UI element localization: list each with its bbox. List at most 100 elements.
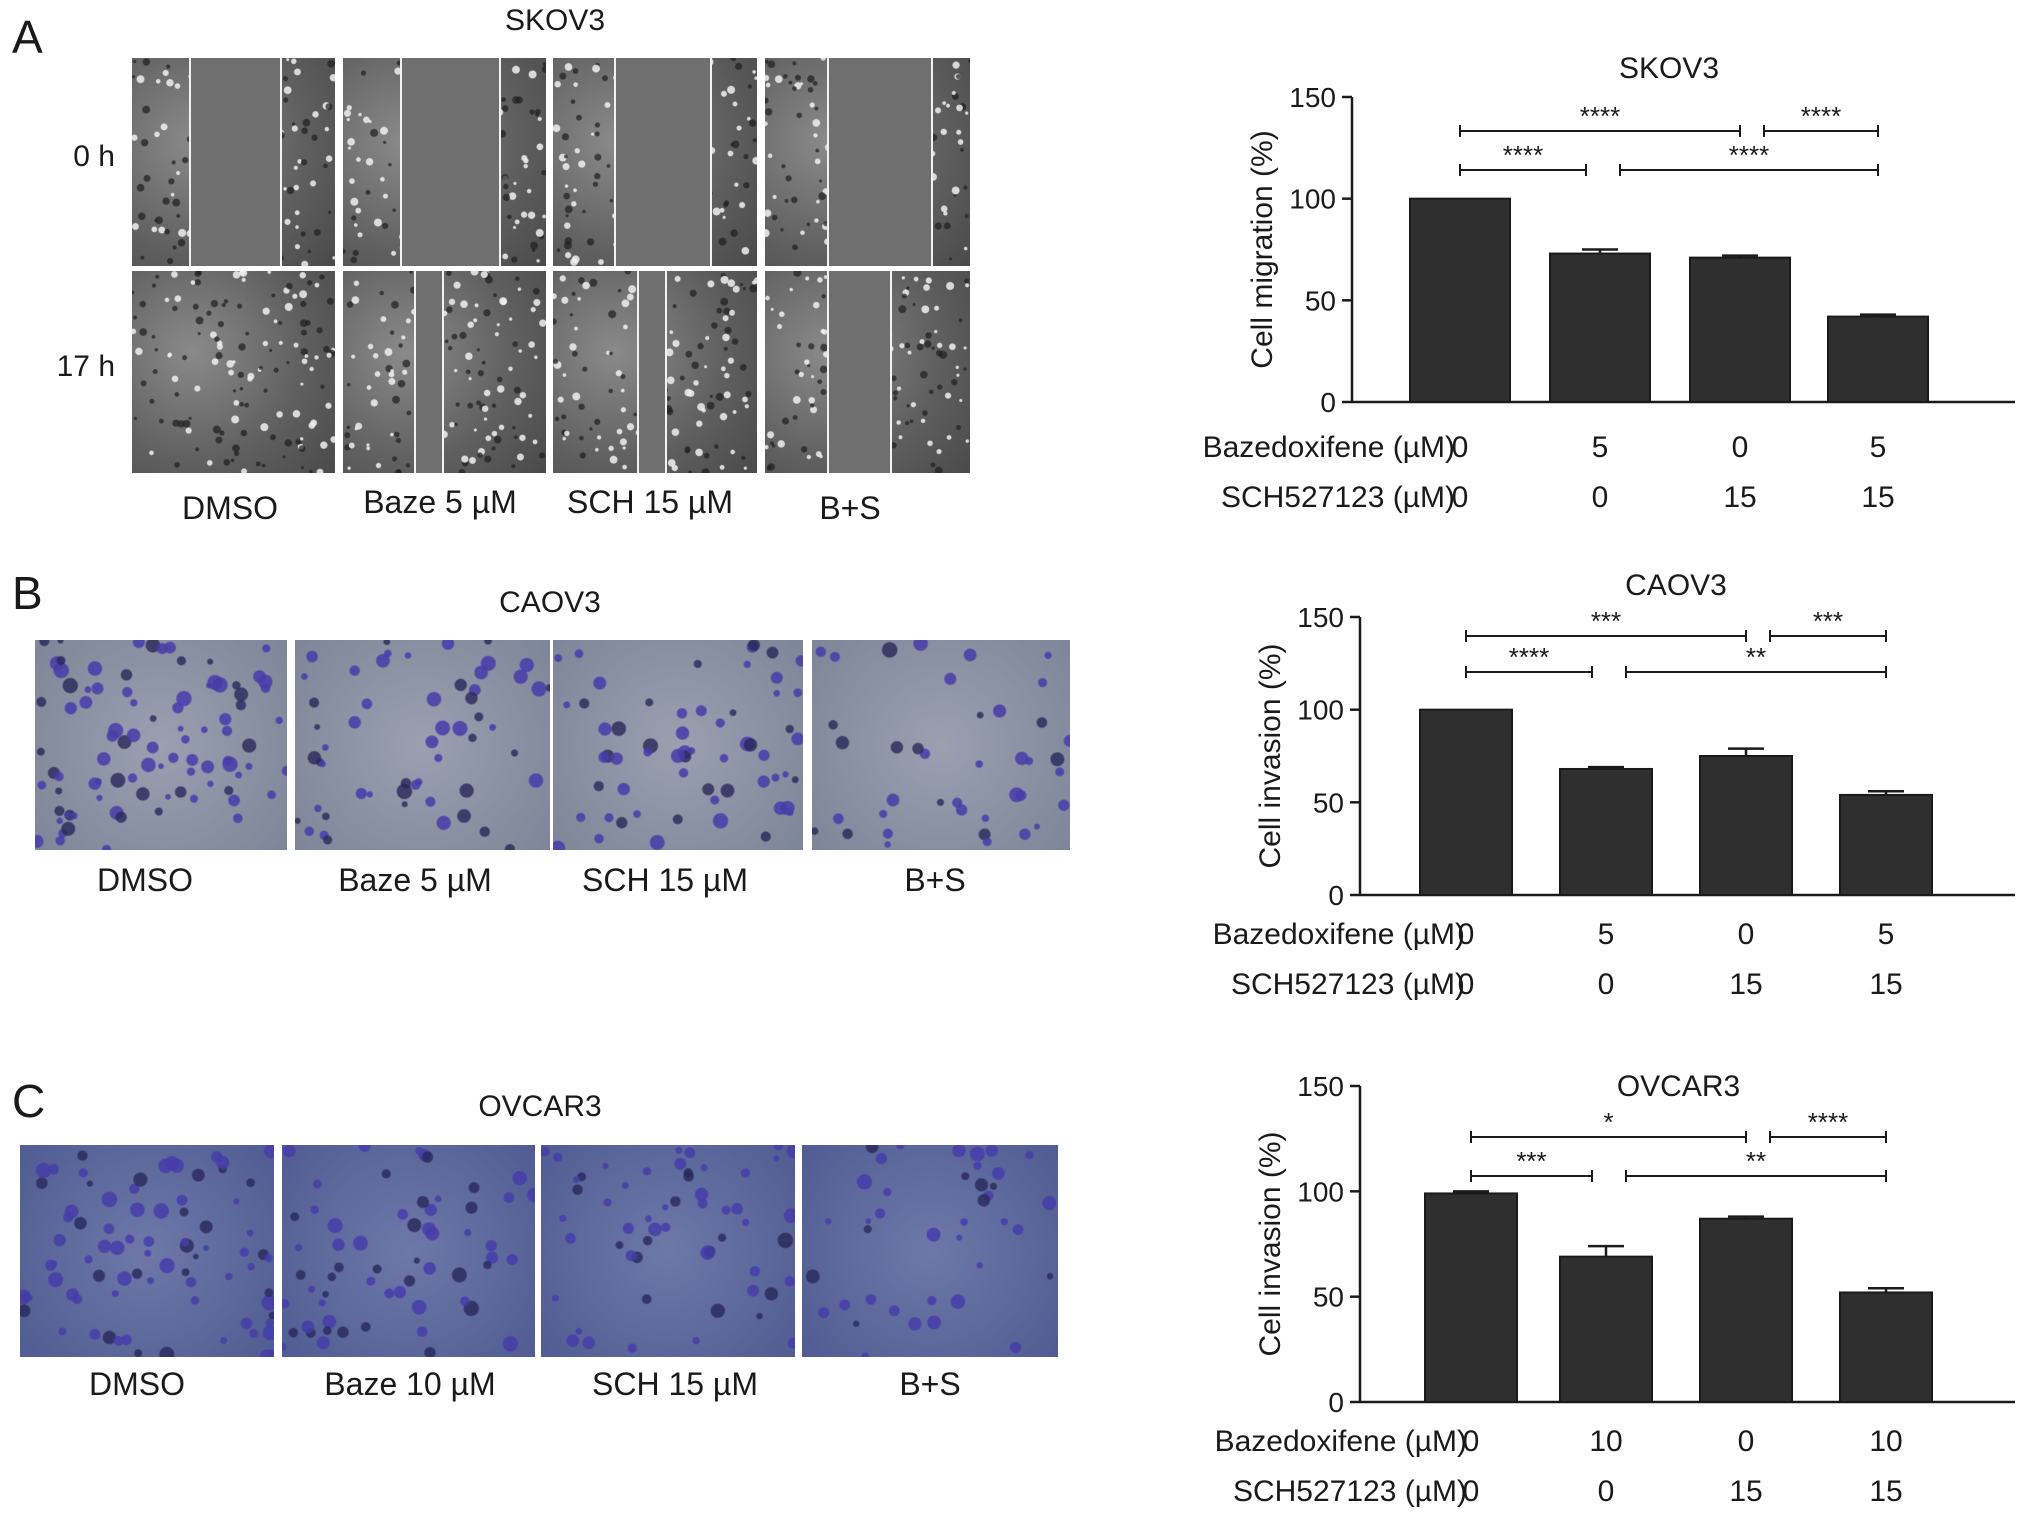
condition-value: 15 [1729,968,1762,1001]
significance-label: **** [1801,101,1841,131]
condition-value: 0 [1738,918,1755,951]
bar [1409,197,1511,403]
caption-sch: SCH 15 µM [581,862,749,898]
wound-gap [399,58,502,266]
y-tick-label: 50 [1305,285,1336,316]
caption-dmso: DMSO [97,862,193,898]
bar [1689,256,1791,403]
time-label-0h: 0 h [73,140,115,173]
wound-gap [636,271,668,473]
bar [1839,1291,1933,1404]
condition-row-label: Bazedoxifene (µM) [1215,1425,1467,1458]
condition-value: 5 [1598,918,1615,951]
wound-gap [188,58,283,266]
significance-label: *** [1591,606,1621,636]
significance-label: *** [1813,606,1843,636]
bar [1424,1192,1518,1403]
wound-gap [414,271,445,473]
y-tick-label: 150 [1289,82,1336,113]
caption-bs: B+S [899,1366,961,1402]
panel-label-c: C [12,1075,46,1127]
scratch-image-17h [132,271,335,473]
image-title-ovcar3: OVCAR3 [478,1090,602,1123]
significance-label: **** [1503,140,1543,170]
caption-dmso: DMSO [89,1366,185,1402]
condition-row-label: SCH527123 (µM) [1233,1475,1467,1508]
scratch-image-17h [343,271,546,473]
condition-value: 0 [1598,1475,1615,1508]
scratch-image-0h [343,58,546,266]
significance-label: **** [1808,1107,1848,1137]
y-tick-label: 150 [1297,602,1344,633]
condition-value: 15 [1723,481,1756,514]
bar [1419,708,1513,896]
transwell-image [282,1145,535,1357]
y-tick-label: 0 [1328,1387,1344,1418]
condition-value: 10 [1869,1425,1902,1458]
condition-value: 0 [1732,431,1749,464]
wound-gap [826,271,892,473]
bar [1839,793,1933,896]
y-axis-label: Cell invasion (%) [1254,1131,1287,1356]
significance-label: * [1603,1107,1613,1137]
condition-value: 5 [1870,431,1887,464]
caption-bs: B+S [819,490,881,526]
wound-gap [826,58,933,266]
condition-value: 5 [1592,431,1609,464]
caption-sch: SCH 15 µM [566,484,734,520]
significance-label: ** [1746,1146,1766,1176]
panel-label-a: A [12,11,43,63]
condition-value: 0 [1458,918,1475,951]
y-axis-label: Cell invasion (%) [1254,643,1287,868]
panel-label-b: B [12,567,43,619]
image-title-skov3: SKOV3 [504,4,606,37]
significance-label: **** [1729,140,1769,170]
transwell-image [812,640,1070,850]
bar [1549,252,1651,403]
significance-label: **** [1580,101,1620,131]
significance-label: *** [1516,1146,1546,1176]
caption-dmso: DMSO [182,490,278,526]
scratch-image-0h [553,58,757,266]
condition-value: 0 [1463,1475,1480,1508]
chart-title: CAOV3 [1625,569,1727,602]
transwell-image [20,1145,274,1357]
bar [1699,755,1793,896]
condition-row-label: SCH527123 (µM) [1221,481,1455,514]
chart-title: OVCAR3 [1617,1070,1740,1103]
condition-value: 0 [1738,1425,1755,1458]
condition-row-label: SCH527123 (µM) [1231,968,1465,1001]
scratch-image-0h [765,58,970,266]
caption-baze: Baze 5 µM [363,484,517,520]
condition-value: 0 [1458,968,1475,1001]
y-tick-label: 100 [1297,1176,1344,1207]
transwell-image [541,1145,795,1357]
condition-value: 5 [1878,918,1895,951]
significance-label: ** [1746,642,1766,672]
scratch-image-0h [132,58,335,266]
caption-sch: SCH 15 µM [591,1366,759,1402]
significance-label: **** [1509,642,1549,672]
y-tick-label: 0 [1320,387,1336,418]
y-tick-label: 0 [1328,880,1344,911]
y-tick-label: 50 [1313,787,1344,818]
time-label-17h: 17 h [56,350,115,383]
wound-gap [614,58,713,266]
y-tick-label: 100 [1297,695,1344,726]
scratch-image-17h [553,271,757,473]
transwell-image [295,640,550,850]
y-axis-label: Cell migration (%) [1246,130,1279,368]
bar [1699,1217,1793,1403]
bar [1559,767,1653,896]
bar [1827,315,1929,404]
caption-baze: Baze 10 µM [324,1366,496,1402]
condition-value: 15 [1869,1475,1902,1508]
y-tick-label: 50 [1313,1282,1344,1313]
condition-value: 0 [1463,1425,1480,1458]
caption-bs: B+S [904,862,966,898]
condition-value: 15 [1729,1475,1762,1508]
condition-row-label: Bazedoxifene (µM) [1213,918,1465,951]
image-title-caov3: CAOV3 [499,586,601,619]
transwell-image [553,640,803,850]
